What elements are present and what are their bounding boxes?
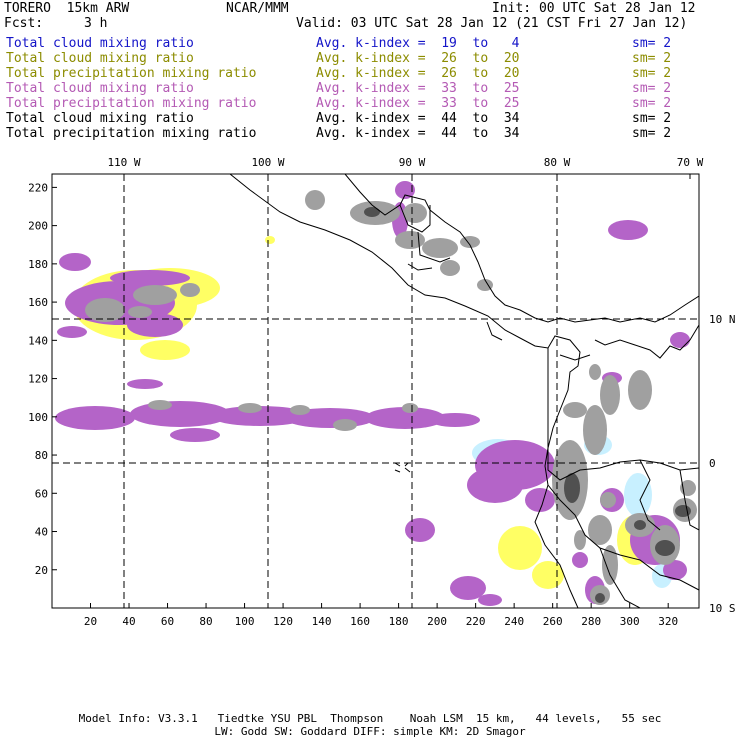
longitude-label: 70 W bbox=[677, 156, 704, 169]
longitude-label: 110 W bbox=[107, 156, 140, 169]
init-time: Init: 00 UTC Sat 28 Jan 12 bbox=[492, 1, 696, 16]
legend-k-index: Avg. k-index = 26 to 20 bbox=[316, 66, 520, 81]
model-info-line2: LW: Godd SW: Goddard DIFF: simple KM: 2D… bbox=[214, 725, 526, 738]
forecast-hour: 3 h bbox=[84, 16, 108, 31]
y-tick-label: 180 bbox=[28, 258, 48, 271]
organization: NCAR/MMM bbox=[226, 1, 289, 16]
latitude-label: 10 S bbox=[709, 602, 736, 615]
x-tick-label: 20 bbox=[84, 615, 97, 628]
model-name: TORERO 15km ARW bbox=[4, 1, 130, 16]
plot-frame bbox=[51, 173, 700, 609]
legend-k-index: Avg. k-index = 33 to 25 bbox=[316, 96, 520, 111]
longitude-label: 80 W bbox=[544, 156, 571, 169]
legend-smoothing: sm= 2 bbox=[632, 111, 672, 126]
legend-smoothing: sm= 2 bbox=[632, 36, 672, 51]
field-shading bbox=[52, 174, 699, 608]
x-tick-label: 120 bbox=[273, 615, 293, 628]
legend-row: Total cloud mixing ratio Avg. k-index = 1… bbox=[6, 36, 736, 51]
legend-row: Total cloud mixing ratio Avg. k-index = 4… bbox=[6, 111, 736, 126]
y-tick-label: 140 bbox=[28, 334, 48, 347]
x-tick-label: 260 bbox=[543, 615, 563, 628]
legend-smoothing: sm= 2 bbox=[632, 81, 672, 96]
legend-field: Total cloud mixing ratio bbox=[6, 81, 194, 96]
x-tick-label: 220 bbox=[466, 615, 486, 628]
dark-gray-shading bbox=[364, 207, 691, 603]
legend-field: Total precipitation mixing ratio bbox=[6, 126, 257, 141]
legend-field: Total precipitation mixing ratio bbox=[6, 66, 257, 81]
legend-k-index: Avg. k-index = 44 to 34 bbox=[316, 111, 520, 126]
legend-row: Total precipitation mixing ratio Avg. k-i… bbox=[6, 126, 736, 141]
x-tick-label: 300 bbox=[620, 615, 640, 628]
x-tick-label: 200 bbox=[427, 615, 447, 628]
legend-field: Total cloud mixing ratio bbox=[6, 111, 194, 126]
plot-header: TORERO 15km ARW NCAR/MMM Init: 00 UTC Sa… bbox=[0, 0, 740, 150]
y-tick-label: 220 bbox=[28, 181, 48, 194]
y-tick-label: 200 bbox=[28, 220, 48, 233]
coastlines bbox=[229, 174, 699, 608]
x-tick-label: 160 bbox=[350, 615, 370, 628]
y-tick-label: 100 bbox=[28, 411, 48, 424]
legend-row: Total precipitation mixing ratio Avg. k-i… bbox=[6, 96, 736, 111]
latitude-label: 0 bbox=[709, 457, 716, 470]
y-tick-label: 120 bbox=[28, 373, 48, 386]
legend-smoothing: sm= 2 bbox=[632, 51, 672, 66]
x-tick-label: 180 bbox=[389, 615, 409, 628]
legend-field: Total precipitation mixing ratio bbox=[6, 96, 257, 111]
graticule bbox=[52, 174, 699, 608]
gray-shading bbox=[85, 190, 697, 605]
legend-k-index: Avg. k-index = 26 to 20 bbox=[316, 51, 520, 66]
longitude-label: 90 W bbox=[399, 156, 426, 169]
legend-smoothing: sm= 2 bbox=[632, 96, 672, 111]
x-tick-label: 240 bbox=[504, 615, 524, 628]
y-tick-label: 60 bbox=[35, 487, 48, 500]
legend-smoothing: sm= 2 bbox=[632, 126, 672, 141]
legend-k-index: Avg. k-index = 44 to 34 bbox=[316, 126, 520, 141]
legend-field: Total cloud mixing ratio bbox=[6, 36, 194, 51]
legend-row: Total precipitation mixing ratio Avg. k-i… bbox=[6, 66, 736, 81]
magenta-shading bbox=[55, 181, 690, 606]
legend-k-index: Avg. k-index = 19 to 4 bbox=[316, 36, 520, 51]
legend-row: Total cloud mixing ratio Avg. k-index = 3… bbox=[6, 81, 736, 96]
longitude-label: 100 W bbox=[251, 156, 284, 169]
x-tick-label: 60 bbox=[161, 615, 174, 628]
forecast-label: Fcst: bbox=[4, 16, 44, 31]
axis-ticks: 20 40 60 80 100 120 140 160 180 200 220 240 260 280 30… bbox=[28, 156, 735, 628]
x-tick-label: 80 bbox=[199, 615, 212, 628]
y-tick-label: 80 bbox=[35, 449, 48, 462]
x-tick-label: 100 bbox=[235, 615, 255, 628]
x-tick-label: 40 bbox=[122, 615, 135, 628]
legend-row: Total cloud mixing ratio Avg. k-index = 2… bbox=[6, 51, 736, 66]
legend-field: Total cloud mixing ratio bbox=[6, 51, 194, 66]
model-info-line1: Model Info: V3.3.1 Tiedtke YSU PBL Thomp… bbox=[78, 712, 662, 725]
legend-k-index: Avg. k-index = 33 to 25 bbox=[316, 81, 520, 96]
y-tick-label: 160 bbox=[28, 296, 48, 309]
x-tick-label: 140 bbox=[312, 615, 332, 628]
x-tick-label: 320 bbox=[658, 615, 678, 628]
valid-time: Valid: 03 UTC Sat 28 Jan 12 (21 CST Fri … bbox=[296, 16, 688, 31]
latitude-label: 10 N bbox=[709, 313, 736, 326]
y-tick-label: 20 bbox=[35, 564, 48, 577]
legend-smoothing: sm= 2 bbox=[632, 66, 672, 81]
y-tick-label: 40 bbox=[35, 526, 48, 539]
x-tick-label: 280 bbox=[581, 615, 601, 628]
